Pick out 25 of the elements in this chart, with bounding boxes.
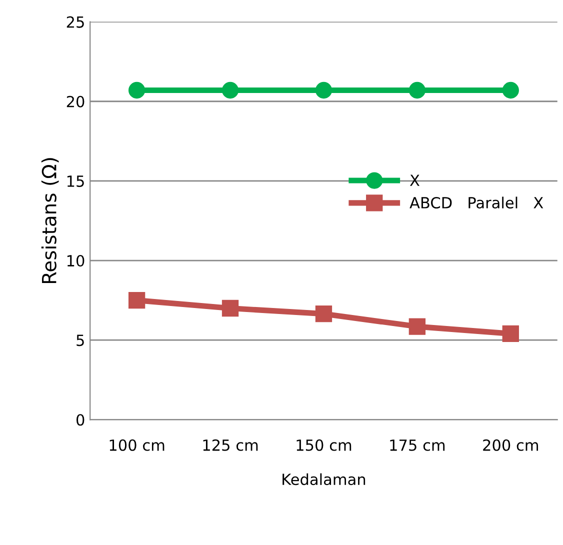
- point: [222, 300, 239, 317]
- x-tick-label: 175 cm: [390, 440, 445, 451]
- point: [128, 292, 146, 309]
- legend-label: ABCD Paralel X: [410, 196, 544, 209]
- legend-label: X: [410, 174, 420, 186]
- point: [408, 318, 426, 335]
- y-tick-label: 15: [67, 176, 84, 187]
- y-tick-label: 10: [67, 254, 84, 267]
- point: [315, 305, 332, 322]
- point: [408, 82, 426, 99]
- y-axis-title: Resistans (Ω): [41, 158, 59, 284]
- x-tick-label: 200 cm: [483, 439, 538, 451]
- x-tick-label: 100 cm: [110, 439, 164, 451]
- x-axis-title: Kedalaman: [282, 473, 366, 486]
- y-tick-label: 20: [66, 96, 84, 108]
- y-tick-label: 5: [76, 334, 84, 346]
- point: [502, 325, 519, 342]
- x-tick-label: 125 cm: [203, 439, 258, 451]
- point: [502, 82, 519, 99]
- y-tick-label: 0: [76, 414, 84, 426]
- point: [128, 82, 146, 99]
- point: [222, 82, 239, 99]
- x-tick-label: 150 cm: [296, 439, 352, 451]
- y-tick-label: 25: [66, 16, 84, 28]
- point: [315, 82, 332, 99]
